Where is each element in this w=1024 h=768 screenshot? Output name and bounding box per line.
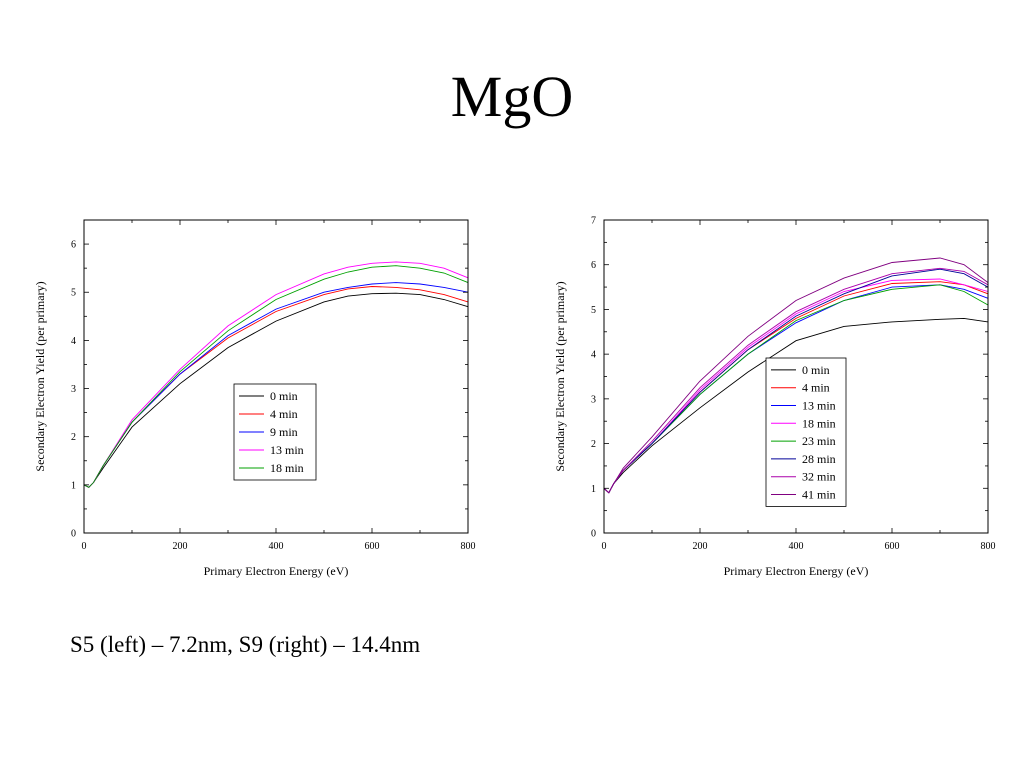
y-axis-label: Secondary Electron Yield (per primary) (553, 281, 567, 471)
x-tick-label: 0 (602, 541, 607, 552)
chart-left: 0 200 400 600 800 0 1 2 3 4 5 6 Primary Electron Ene… (33, 219, 476, 578)
legend-label: 28 min (802, 452, 836, 466)
legend-label: 32 min (802, 470, 836, 484)
y-tick-label: 4 (591, 350, 596, 361)
y-tick-label: 0 (71, 529, 76, 540)
x-axis-label: Primary Electron Energy (eV) (204, 564, 349, 578)
slide-title: MgO (450, 64, 574, 129)
y-tick-label: 6 (71, 240, 76, 251)
x-tick-label: 800 (981, 541, 996, 552)
series-line-5 (83, 265, 469, 488)
y-tick-label: 0 (591, 529, 596, 540)
legend-label: 0 min (802, 363, 830, 377)
slide-caption: S5 (left) – 7.2nm, S9 (right) – 14.4nm (70, 632, 421, 657)
y-tick-label: 2 (591, 439, 596, 450)
x-tick-label: 400 (789, 541, 804, 552)
x-tick-label: 600 (365, 541, 380, 552)
series-group (603, 257, 989, 494)
y-tick-label: 4 (71, 336, 76, 347)
legend-label: 4 min (270, 407, 298, 421)
x-tick-label: 400 (269, 541, 284, 552)
series-group (83, 261, 469, 488)
y-tick-label: 2 (71, 432, 76, 443)
y-tick-label: 3 (71, 384, 76, 395)
legend-label: 13 min (270, 443, 304, 457)
y-tick-label: 6 (591, 260, 596, 271)
legend-box (765, 357, 847, 507)
y-tick-label: 3 (591, 394, 596, 405)
y-tick-label: 7 (591, 216, 596, 227)
chart-right: 0 200 400 600 800 0 1 2 3 4 5 6 7 Primary Electron En… (553, 216, 996, 579)
x-tick-label: 800 (461, 541, 476, 552)
legend-label: 9 min (270, 425, 298, 439)
y-tick-label: 5 (71, 288, 76, 299)
legend-label: 18 min (270, 461, 304, 475)
series-line-8 (603, 257, 989, 494)
x-tick-label: 600 (885, 541, 900, 552)
x-tick-label: 0 (82, 541, 87, 552)
legend-label: 41 min (802, 488, 836, 502)
x-axis-label: Primary Electron Energy (eV) (724, 564, 869, 578)
legend-label: 18 min (802, 416, 836, 430)
x-tick-label: 200 (173, 541, 188, 552)
y-tick-label: 1 (591, 484, 596, 495)
x-tick-label: 200 (693, 541, 708, 552)
legend-label: 4 min (802, 381, 830, 395)
y-tick-label: 1 (71, 480, 76, 491)
legend-label: 13 min (802, 399, 836, 413)
legend-label: 0 min (270, 389, 298, 403)
y-axis-label: Secondary Electron Yield (per primary) (33, 281, 47, 471)
y-tick-label: 5 (591, 305, 596, 316)
legend-label: 23 min (802, 434, 836, 448)
